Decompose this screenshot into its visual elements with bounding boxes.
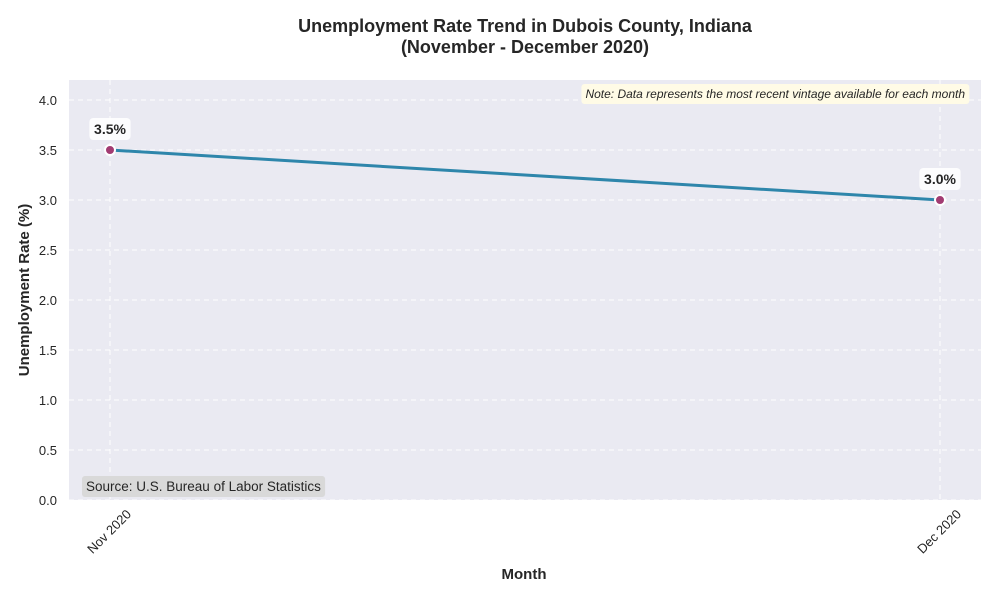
data-label: 3.5% bbox=[94, 121, 126, 137]
x-axis-label: Month bbox=[502, 566, 547, 583]
data-label: 3.0% bbox=[924, 171, 956, 187]
source-text: Source: U.S. Bureau of Labor Statistics bbox=[86, 479, 321, 494]
source-box bbox=[82, 476, 326, 497]
y-axis-label: Unemployment Rate (%) bbox=[16, 204, 33, 377]
y-tick-label: 3.5 bbox=[39, 143, 57, 158]
chart-title-line-2: (November - December 2020) bbox=[401, 37, 649, 57]
plot-area bbox=[69, 80, 981, 500]
y-tick-label: 2.0 bbox=[39, 293, 57, 308]
y-tick-label: 1.0 bbox=[39, 393, 57, 408]
note-annotation: Note: Data represents the most recent vi… bbox=[581, 84, 970, 104]
y-tick-label: 2.5 bbox=[39, 243, 57, 258]
source-annotation: Source: U.S. Bureau of Labor Statistics bbox=[82, 476, 326, 497]
y-tick-label: 1.5 bbox=[39, 343, 57, 358]
data-point[interactable] bbox=[934, 194, 946, 206]
y-tick-label: 0.5 bbox=[39, 443, 57, 458]
note-text: Note: Data represents the most recent vi… bbox=[585, 87, 965, 101]
data-label-box bbox=[919, 168, 961, 190]
chart-title-line-1: Unemployment Rate Trend in Dubois County… bbox=[298, 16, 753, 36]
y-axis-ticks: 0.0 0.5 1.0 1.5 2.0 2.5 3.0 3.5 4.0 bbox=[39, 93, 57, 508]
data-label-box bbox=[89, 118, 131, 140]
note-box bbox=[581, 84, 970, 104]
y-tick-label: 0.0 bbox=[39, 493, 57, 508]
y-tick-label: 3.0 bbox=[39, 193, 57, 208]
data-point[interactable] bbox=[104, 144, 116, 156]
series-layer: 3.5% 3.0% bbox=[89, 118, 961, 206]
series-line bbox=[108, 148, 942, 202]
y-tick-label: 4.0 bbox=[39, 93, 57, 108]
